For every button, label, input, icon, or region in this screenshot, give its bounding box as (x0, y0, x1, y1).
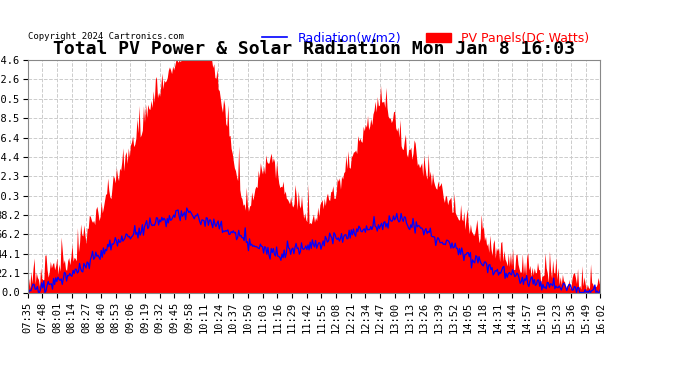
Legend: Radiation(w/m2), PV Panels(DC Watts): Radiation(w/m2), PV Panels(DC Watts) (257, 27, 594, 50)
Text: Copyright 2024 Cartronics.com: Copyright 2024 Cartronics.com (28, 32, 184, 41)
Title: Total PV Power & Solar Radiation Mon Jan 8 16:03: Total PV Power & Solar Radiation Mon Jan… (53, 40, 575, 58)
